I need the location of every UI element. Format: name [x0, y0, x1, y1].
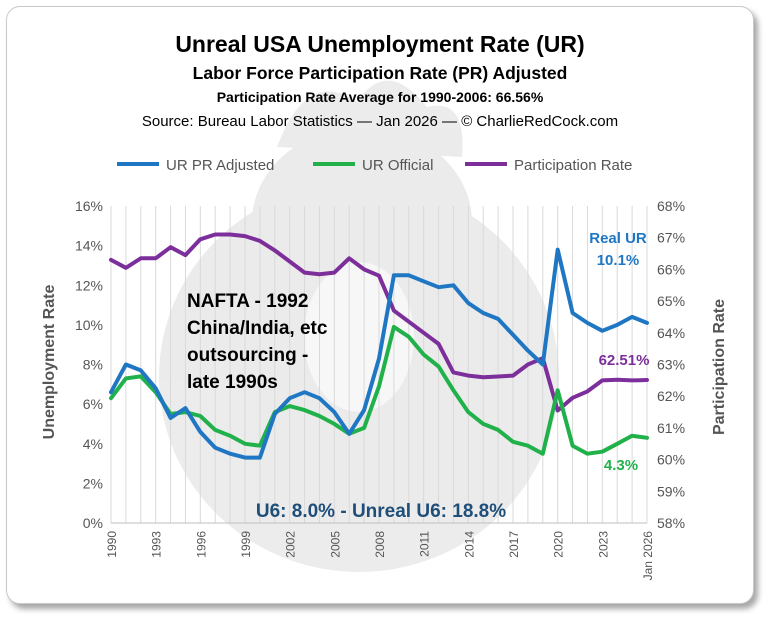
legend: UR PR Adjusted UR Official Participation…: [117, 157, 632, 174]
nafta-line-4: late 1990s: [187, 372, 278, 393]
y2-tick-label: 59%: [657, 483, 685, 499]
x-tick-label: 1996: [194, 531, 208, 558]
x-tick-label: 1993: [150, 531, 164, 558]
legend-label-participation-rate: Participation Rate: [514, 157, 632, 174]
nafta-line-1: NAFTA - 1992: [187, 291, 308, 312]
x-tick-label: 2008: [373, 531, 387, 558]
series-line-ur-pr-adjusted: [109, 247, 649, 460]
x-tick-label: 2002: [284, 531, 298, 558]
x-tick-label: 2017: [507, 531, 521, 558]
x-tick-label: 2011: [418, 531, 432, 557]
y2-tick-label: 65%: [657, 293, 685, 309]
chart-subtitle: Labor Force Participation Rate (PR) Adju…: [193, 63, 568, 83]
y2-axis-title: Participation Rate: [711, 299, 728, 435]
y-axis-title: Unemployment Rate: [41, 285, 58, 440]
y-tick-label: 0%: [83, 515, 103, 531]
x-tick-label: 2005: [328, 531, 342, 558]
nafta-line-3: outsourcing -: [187, 345, 308, 366]
y-tick-label: 2%: [83, 475, 103, 491]
chart: Unreal USA Unemployment Rate (UR) Labor …: [41, 31, 728, 580]
y-tick-label: 12%: [75, 277, 103, 293]
y2-tick-label: 66%: [657, 261, 685, 277]
official-ur-value: 4.3%: [604, 457, 638, 474]
x-tick-label: 1999: [239, 531, 253, 558]
nafta-line-2: China/India, etc: [187, 318, 328, 339]
axes: 0% 2% 4% 6% 8% 10% 12% 14% 16% 58% 59% 60% 61% 62% 63%…: [75, 198, 685, 580]
y-tick-label: 10%: [75, 317, 103, 333]
y-tick-label: 14%: [75, 238, 103, 254]
participation-rate-value: 62.51%: [599, 352, 650, 369]
y2-tick-label: 67%: [657, 230, 685, 246]
y2-tick-label: 58%: [657, 515, 685, 531]
y-tick-label: 16%: [75, 198, 103, 214]
y-tick-label: 4%: [83, 436, 103, 452]
real-ur-label: Real UR: [589, 230, 647, 247]
y2-tick-label: 64%: [657, 325, 685, 341]
y2-tick-label: 63%: [657, 357, 685, 373]
series-lines: [109, 232, 649, 460]
series-line-ur-official: [109, 324, 649, 456]
x-tick-label: Jan 2026: [641, 531, 655, 581]
u6-annotation: U6: 8.0% - Unreal U6: 18.8%: [256, 501, 506, 522]
chart-source: Source: Bureau Labor Statistics — Jan 20…: [142, 113, 618, 130]
rooster-watermark-image: [159, 80, 559, 572]
series-line-participation-rate: [109, 232, 649, 413]
chart-title: Unreal USA Unemployment Rate (UR): [175, 31, 584, 57]
y-tick-label: 8%: [83, 357, 103, 373]
x-tick-label: 2014: [462, 531, 476, 558]
x-tick-label: 1990: [105, 531, 119, 558]
y2-tick-label: 60%: [657, 452, 685, 468]
real-ur-value: 10.1%: [597, 252, 640, 269]
legend-label-ur-pr-adjusted: UR PR Adjusted: [166, 157, 274, 174]
nafta-annotation: NAFTA - 1992 China/India, etc outsourcin…: [187, 291, 328, 393]
x-tick-label: 2023: [596, 531, 610, 558]
chart-card: Unreal USA Unemployment Rate (UR) Labor …: [6, 6, 754, 604]
y2-tick-label: 61%: [657, 420, 685, 436]
y-tick-label: 6%: [83, 396, 103, 412]
legend-label-ur-official: UR Official: [362, 157, 433, 174]
y2-tick-label: 68%: [657, 198, 685, 214]
x-tick-label: 2020: [552, 531, 566, 558]
y2-tick-label: 62%: [657, 388, 685, 404]
chart-subtitle-average: Participation Rate Average for 1990-2006…: [217, 89, 544, 105]
